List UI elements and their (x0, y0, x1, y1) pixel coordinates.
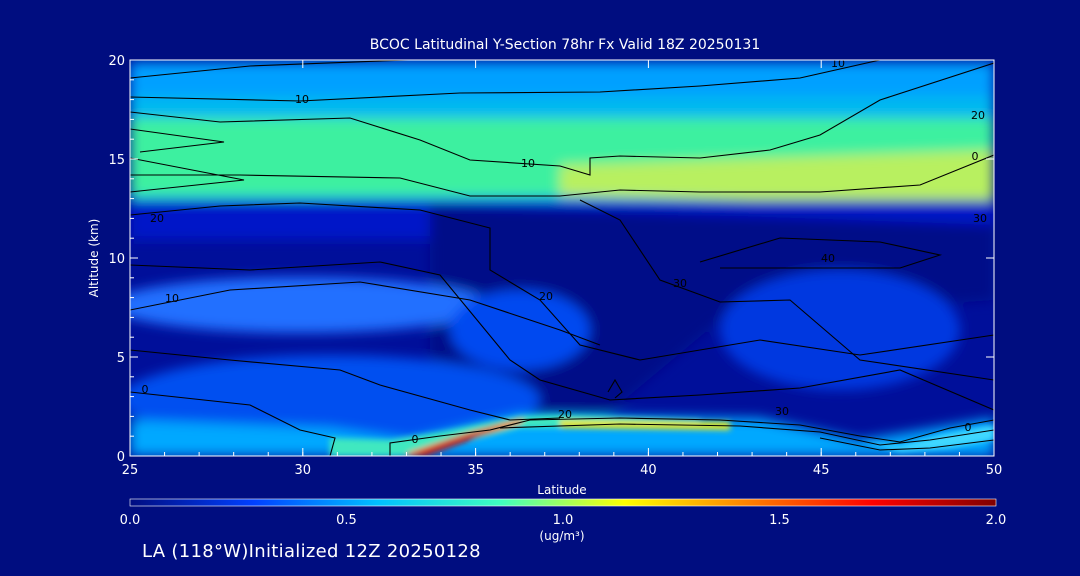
contour-line (130, 202, 994, 361)
contour-line (130, 391, 336, 456)
contour-line (130, 60, 422, 79)
surface-band-red (410, 424, 505, 456)
mid-patch-center (450, 290, 590, 370)
contour-line (579, 199, 994, 381)
contour-label: 20 (150, 212, 164, 225)
y-axis-label: Altitude (km) (87, 219, 101, 298)
colorbar-scale (129, 498, 997, 507)
x-axis-label: Latitude (537, 483, 586, 497)
contour-label: 30 (775, 405, 789, 418)
contour-label: 20 (971, 109, 985, 122)
y-axis: 0 5 10 15 20 (108, 54, 994, 465)
contour-line (499, 423, 994, 446)
dark-core (430, 205, 994, 420)
contour-line (130, 60, 881, 102)
contour-label: 30 (973, 212, 987, 225)
x-tick-label: 25 (122, 463, 139, 478)
concentration-field (130, 60, 994, 456)
contour-line (130, 349, 561, 421)
contour-label: 10 (295, 93, 309, 106)
contour-label: 0 (965, 421, 972, 434)
surface-band-yellow (560, 420, 730, 430)
mid-patch-right (720, 270, 960, 390)
y-tick-label: 20 (108, 54, 125, 69)
colorbar-unit: (ug/m³) (539, 529, 584, 543)
y-tick-label: 5 (117, 351, 125, 366)
surface-band-right (860, 425, 994, 452)
top-layer (130, 62, 994, 96)
contour-label: 30 (673, 277, 687, 290)
x-axis: 25 30 35 40 45 50 (122, 60, 1003, 478)
contour-label: 0 (142, 383, 149, 396)
x-tick-label: 35 (467, 463, 484, 478)
colorbar: 0.0 0.5 1.0 1.5 2.0 (120, 498, 1007, 528)
x-tick-label: 40 (640, 463, 657, 478)
contour-line (130, 62, 994, 176)
mid-patch-left (130, 277, 490, 333)
x-tick-label: 30 (295, 463, 312, 478)
contour-label: 20 (539, 290, 553, 303)
initialization-label: LA (118°W)Initialized 12Z 20250128 (142, 541, 481, 562)
contour-label: 10 (521, 157, 535, 170)
y-tick-label: 0 (117, 450, 125, 465)
contour-line (130, 281, 601, 346)
x-tick-label: 50 (986, 463, 1003, 478)
colorbar-tick-label: 0.5 (336, 513, 357, 528)
colorbar-tick-label: 1.0 (553, 513, 574, 528)
low-patch-left (130, 355, 540, 445)
y-tick-label: 10 (108, 252, 125, 267)
contour-label: 20 (558, 408, 572, 421)
contour-label: 10 (165, 292, 179, 305)
contour-lines: 10 20 20 30 30 20 40 10 30 20 10 0 10 0 0 0 (130, 57, 994, 456)
contour-label: 0 (412, 433, 419, 446)
chart-title: BCOC Latitudinal Y-Section 78hr Fx Valid… (370, 37, 760, 53)
contour-line (130, 154, 994, 197)
contour-line (130, 128, 225, 153)
field-sharp (330, 415, 994, 456)
contour-line (699, 237, 943, 269)
contour-label: 10 (831, 57, 845, 70)
contour-label: 0 (972, 150, 979, 163)
contour-line (607, 378, 623, 399)
contour-line (130, 261, 994, 411)
colorbar-tick-label: 2.0 (986, 513, 1007, 528)
colorbar-tick-label: 1.5 (769, 513, 790, 528)
colorbar-tick-label: 0.0 (120, 513, 141, 528)
contour-label: 40 (821, 252, 835, 265)
contour-line (130, 157, 245, 193)
x-tick-label: 45 (813, 463, 830, 478)
contour-line (819, 437, 994, 451)
contour-line (389, 417, 994, 456)
y-tick-label: 15 (108, 153, 125, 168)
